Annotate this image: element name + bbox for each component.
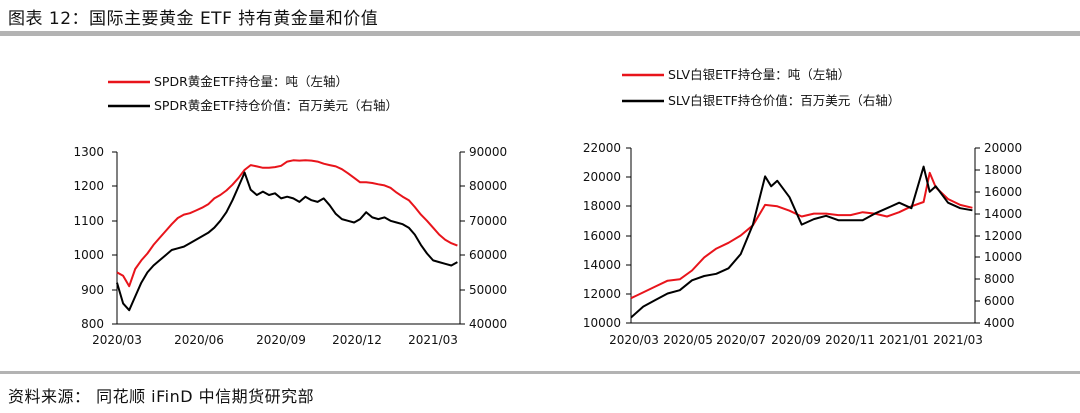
chart2-ytick-left: 12000 (583, 287, 621, 301)
chart1-right-ticks: 40000 50000 60000 70000 80000 90000 (460, 145, 507, 331)
chart2-plot (630, 165, 973, 319)
title-rule (0, 31, 1080, 36)
chart1-ytick-left: 1100 (73, 214, 104, 228)
chart2-axes: 10000 12000 14000 16000 18000 20000 2200… (583, 141, 1022, 347)
chart1-axes: 800 900 1000 1100 1200 1300 40000 50000 … (73, 145, 507, 347)
chart1-x-ticks: 2020/03 2020/06 2020/09 2020/12 2021/03 (92, 333, 458, 347)
source-note: 资料来源： 同花顺 iFinD 中信期货研究部 (8, 387, 315, 406)
chart2-xtick: 2021/01 (879, 333, 929, 347)
chart1-ytick-left: 1200 (73, 179, 104, 193)
chart2-legend-label-red: SLV白银ETF持仓量：吨（左轴） (668, 67, 850, 82)
chart1-legend-label-red: SPDR黄金ETF持仓量：吨（左轴） (154, 74, 348, 89)
chart1-xtick: 2020/06 (174, 333, 224, 347)
chart2-ytick-right: 6000 (984, 294, 1015, 308)
chart2-ytick-left: 18000 (583, 199, 621, 213)
chart2-right-ticks: 4000 6000 8000 10000 12000 14000 16000 1… (975, 141, 1022, 330)
chart1-ytick-left: 1000 (73, 248, 104, 262)
chart1-left-ticks: 800 900 1000 1100 1200 1300 (73, 145, 117, 331)
figure-title: 图表 12：国际主要黄金 ETF 持有黄金量和价值 (8, 9, 379, 29)
chart1-xtick: 2021/03 (408, 333, 458, 347)
chart1-ytick-right: 50000 (469, 283, 507, 297)
chart2-xtick: 2021/03 (933, 333, 983, 347)
chart2-series-red-line (630, 171, 973, 300)
chart2-ytick-left: 14000 (583, 258, 621, 272)
chart1-plot (116, 159, 458, 312)
chart2-ytick-right: 20000 (984, 141, 1022, 155)
chart1-xtick: 2020/03 (92, 333, 142, 347)
chart1-ytick-right: 70000 (469, 214, 507, 228)
chart1-ytick-right: 60000 (469, 248, 507, 262)
chart2-ytick-right: 18000 (984, 163, 1022, 177)
chart2-ytick-left: 20000 (583, 170, 621, 184)
chart2-series-black-line (630, 165, 973, 319)
chart1-ytick-right: 80000 (469, 179, 507, 193)
chart1-ytick-left: 1300 (73, 145, 104, 159)
chart1-xtick: 2020/09 (256, 333, 306, 347)
chart2-legend: SLV白银ETF持仓量：吨（左轴） SLV白银ETF持仓价值：百万美元（右轴） (622, 67, 900, 108)
chart2-ytick-left: 10000 (583, 316, 621, 330)
chart2-ytick-left: 22000 (583, 141, 621, 155)
chart2-xtick: 2020/05 (663, 333, 713, 347)
chart2-ytick-right: 14000 (984, 207, 1022, 221)
chart2-xtick: 2020/11 (825, 333, 875, 347)
chart2-ytick-right: 4000 (984, 316, 1015, 330)
chart1-legend: SPDR黄金ETF持仓量：吨（左轴） SPDR黄金ETF持仓价值：百万美元（右轴… (108, 74, 398, 113)
chart2-ytick-left: 16000 (583, 229, 621, 243)
chart2-legend-label-black: SLV白银ETF持仓价值：百万美元（右轴） (668, 93, 900, 108)
chart1-ytick-right: 40000 (469, 317, 507, 331)
chart2-x-ticks: 2020/03 2020/05 2020/07 2020/09 2020/11 … (609, 333, 983, 347)
chart1-ytick-left: 800 (81, 317, 104, 331)
chart1-series-red-line (116, 159, 458, 288)
chart2-xtick: 2020/03 (609, 333, 659, 347)
chart2-ytick-right: 10000 (984, 250, 1022, 264)
chart2-ytick-right: 8000 (984, 272, 1015, 286)
chart1-ytick-right: 90000 (469, 145, 507, 159)
chart2-xtick: 2020/09 (771, 333, 821, 347)
chart1-series-black-line (116, 171, 458, 312)
chart1-xtick: 2020/12 (332, 333, 382, 347)
chart1-legend-label-black: SPDR黄金ETF持仓价值：百万美元（右轴） (154, 98, 398, 113)
chart2-xtick: 2020/07 (716, 333, 766, 347)
chart2-ytick-right: 16000 (984, 185, 1022, 199)
footer-rule (0, 371, 1080, 374)
chart2-left-ticks: 10000 12000 14000 16000 18000 20000 2200… (583, 141, 631, 330)
chart1-ytick-left: 900 (81, 283, 104, 297)
chart2-ytick-right: 12000 (984, 229, 1022, 243)
